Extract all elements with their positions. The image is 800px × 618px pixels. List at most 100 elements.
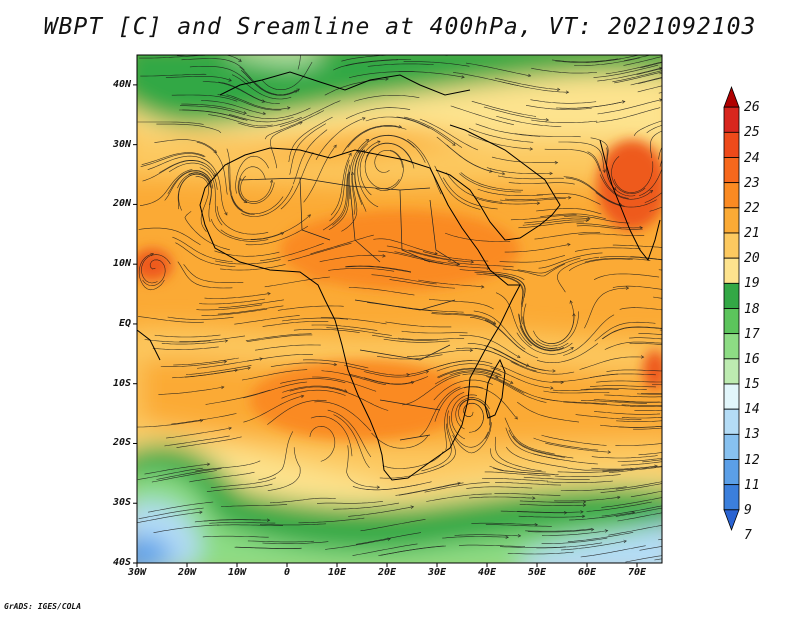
streamline xyxy=(228,114,294,123)
streamline-arrowhead xyxy=(582,500,587,504)
streamline xyxy=(333,59,399,71)
streamline-arrowhead xyxy=(243,199,248,204)
streamline-arrowhead xyxy=(545,118,550,122)
plot-frame xyxy=(136,54,663,564)
streamline xyxy=(510,214,577,221)
streamline xyxy=(140,153,205,167)
streamline xyxy=(386,245,452,261)
streamline xyxy=(541,530,608,536)
streamline xyxy=(315,117,366,160)
streamline xyxy=(360,519,426,532)
streamline xyxy=(522,219,589,226)
streamline xyxy=(636,68,662,75)
streamline xyxy=(633,427,662,430)
streamline xyxy=(659,329,662,331)
streamline xyxy=(558,141,605,173)
streamline xyxy=(255,344,321,351)
streamline xyxy=(552,388,619,391)
streamline xyxy=(502,263,566,277)
coastlines xyxy=(137,71,661,481)
streamline xyxy=(208,114,273,127)
streamline xyxy=(495,292,532,347)
streamline xyxy=(177,261,233,289)
streamline xyxy=(270,121,303,169)
streamline xyxy=(227,162,255,215)
lat-label: EQ xyxy=(118,317,131,329)
streamline xyxy=(449,370,514,384)
streamline xyxy=(538,252,603,269)
streamline-arrowhead xyxy=(514,416,518,420)
colorbar-label: 15 xyxy=(744,377,760,392)
streamline-arrowhead xyxy=(307,214,311,218)
streamline xyxy=(541,434,607,446)
streamline xyxy=(258,431,294,481)
streamline xyxy=(563,176,622,206)
streamline xyxy=(245,333,312,341)
streamline xyxy=(433,379,493,401)
streamline-arrowhead xyxy=(387,537,391,541)
streamline-arrowhead xyxy=(350,171,355,176)
streamline xyxy=(398,482,464,496)
streamline xyxy=(621,417,662,419)
streamline-arrowhead xyxy=(267,292,271,296)
streamline xyxy=(292,129,328,185)
streamline xyxy=(601,505,662,517)
streamline xyxy=(210,477,277,489)
streamline xyxy=(518,313,563,351)
plot-area xyxy=(137,55,667,563)
streamline xyxy=(418,279,484,288)
streamline xyxy=(436,363,502,372)
streamline xyxy=(641,393,662,394)
streamline xyxy=(293,328,360,333)
streamline-arrowhead xyxy=(452,142,456,146)
streamlines xyxy=(137,55,667,563)
streamline xyxy=(617,457,662,462)
streamline xyxy=(554,496,621,502)
streamline-arrowhead xyxy=(534,522,539,527)
warm-zone-sahel xyxy=(280,210,520,290)
streamline xyxy=(345,266,412,273)
streamline xyxy=(458,399,491,426)
streamline xyxy=(658,92,662,94)
streamline xyxy=(533,437,599,451)
streamline xyxy=(319,254,386,263)
streamline-arrowhead xyxy=(492,321,497,325)
streamline xyxy=(320,317,387,325)
streamline xyxy=(465,62,531,77)
streamline xyxy=(427,360,493,371)
streamline xyxy=(452,422,492,454)
streamline-arrowhead xyxy=(505,535,509,539)
streamline-arrowhead xyxy=(568,195,572,200)
colorbar-label: 19 xyxy=(744,276,760,292)
streamline xyxy=(493,348,556,372)
streamline xyxy=(354,149,367,212)
streamline-arrowhead xyxy=(664,496,667,499)
streamline xyxy=(606,147,636,197)
streamline xyxy=(637,85,662,93)
streamline xyxy=(459,173,522,193)
streamline xyxy=(235,155,269,194)
streamline xyxy=(593,399,660,403)
streamline xyxy=(269,497,336,504)
streamline-arrowhead xyxy=(259,357,264,361)
streamline xyxy=(471,522,538,525)
streamline xyxy=(615,481,662,490)
streamline xyxy=(199,167,223,226)
streamline xyxy=(519,325,573,352)
streamline xyxy=(554,474,621,477)
colorbar-swatch xyxy=(723,333,740,360)
streamline xyxy=(378,545,444,556)
streamline xyxy=(333,502,400,510)
streamline xyxy=(404,116,463,148)
streamline xyxy=(541,537,608,545)
streamline xyxy=(237,166,266,203)
streamline xyxy=(138,507,204,520)
streamline xyxy=(638,452,662,456)
streamline xyxy=(147,501,214,513)
streamline-arrowhead xyxy=(300,394,305,399)
streamline xyxy=(574,57,640,66)
streamline xyxy=(217,305,284,315)
streamline xyxy=(186,365,252,375)
streamline xyxy=(597,99,662,115)
streamline xyxy=(277,305,344,311)
